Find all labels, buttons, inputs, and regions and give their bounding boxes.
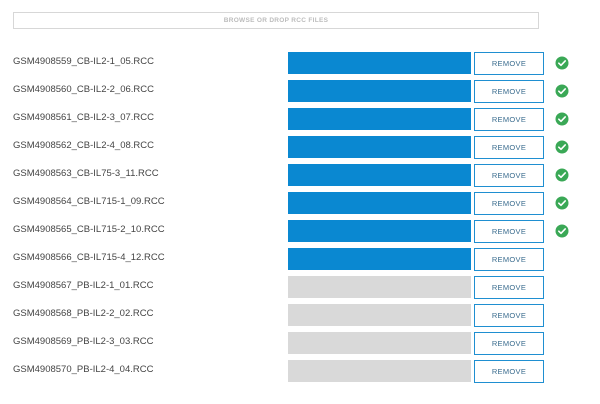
file-row: GSM4908568_PB-IL2-2_02.RCC REMOVE — [0, 301, 600, 329]
file-name: GSM4908565_CB-IL715-2_10.RCC — [13, 224, 165, 235]
upload-progress-bar — [288, 360, 471, 382]
file-name: GSM4908567_PB-IL2-1_01.RCC — [13, 280, 154, 291]
file-name: GSM4908561_CB-IL2-3_07.RCC — [13, 112, 154, 123]
upload-progress-bar — [288, 248, 471, 270]
upload-progress-fill — [288, 136, 471, 158]
file-row: GSM4908565_CB-IL715-2_10.RCC REMOVE — [0, 217, 600, 245]
upload-progress-bar — [288, 304, 471, 326]
file-row: GSM4908563_CB-IL75-3_11.RCC REMOVE — [0, 161, 600, 189]
file-row: GSM4908562_CB-IL2-4_08.RCC REMOVE — [0, 133, 600, 161]
file-name: GSM4908563_CB-IL75-3_11.RCC — [13, 168, 159, 179]
upload-progress-fill — [288, 108, 471, 130]
drop-zone-label: BROWSE OR DROP RCC FILES — [223, 17, 329, 24]
check-circle-icon — [555, 168, 569, 182]
remove-button[interactable]: REMOVE — [474, 136, 544, 159]
file-name: GSM4908560_CB-IL2-2_06.RCC — [13, 84, 154, 95]
check-circle-icon — [555, 112, 569, 126]
file-row: GSM4908559_CB-IL2-1_05.RCC REMOVE — [0, 49, 600, 77]
check-circle-icon — [555, 140, 569, 154]
upload-progress-fill — [288, 80, 471, 102]
file-row: GSM4908569_PB-IL2-3_03.RCC REMOVE — [0, 329, 600, 357]
upload-progress-fill — [288, 220, 471, 242]
remove-button[interactable]: REMOVE — [474, 164, 544, 187]
upload-progress-bar — [288, 108, 471, 130]
upload-progress-bar — [288, 136, 471, 158]
file-name: GSM4908566_CB-IL715-4_12.RCC — [13, 252, 165, 263]
check-circle-icon — [555, 224, 569, 238]
upload-progress-bar — [288, 164, 471, 186]
upload-progress-bar — [288, 332, 471, 354]
check-circle-icon — [555, 196, 569, 210]
file-name: GSM4908559_CB-IL2-1_05.RCC — [13, 56, 154, 67]
remove-button[interactable]: REMOVE — [474, 80, 544, 103]
file-row: GSM4908564_CB-IL715-1_09.RCC REMOVE — [0, 189, 600, 217]
file-name: GSM4908562_CB-IL2-4_08.RCC — [13, 140, 154, 151]
upload-progress-bar — [288, 220, 471, 242]
upload-progress-bar — [288, 192, 471, 214]
remove-button[interactable]: REMOVE — [474, 304, 544, 327]
remove-button[interactable]: REMOVE — [474, 108, 544, 131]
remove-button[interactable]: REMOVE — [474, 52, 544, 75]
check-circle-icon — [555, 84, 569, 98]
upload-progress-bar — [288, 80, 471, 102]
file-row: GSM4908566_CB-IL715-4_12.RCC REMOVE — [0, 245, 600, 273]
remove-button[interactable]: REMOVE — [474, 276, 544, 299]
file-row: GSM4908567_PB-IL2-1_01.RCC REMOVE — [0, 273, 600, 301]
remove-button[interactable]: REMOVE — [474, 192, 544, 215]
remove-button[interactable]: REMOVE — [474, 220, 544, 243]
file-drop-zone[interactable]: BROWSE OR DROP RCC FILES — [13, 12, 539, 29]
upload-progress-bar — [288, 276, 471, 298]
remove-button[interactable]: REMOVE — [474, 360, 544, 383]
file-name: GSM4908568_PB-IL2-2_02.RCC — [13, 308, 154, 319]
upload-progress-fill — [288, 164, 471, 186]
file-row: GSM4908570_PB-IL2-4_04.RCC REMOVE — [0, 357, 600, 385]
upload-progress-fill — [288, 192, 471, 214]
remove-button[interactable]: REMOVE — [474, 248, 544, 271]
check-circle-icon — [555, 56, 569, 70]
upload-progress-fill — [288, 248, 471, 270]
remove-button[interactable]: REMOVE — [474, 332, 544, 355]
file-name: GSM4908570_PB-IL2-4_04.RCC — [13, 364, 154, 375]
upload-progress-bar — [288, 52, 471, 74]
file-name: GSM4908564_CB-IL715-1_09.RCC — [13, 196, 165, 207]
file-row: GSM4908560_CB-IL2-2_06.RCC REMOVE — [0, 77, 600, 105]
file-list: GSM4908559_CB-IL2-1_05.RCC REMOVE GSM49085… — [0, 49, 600, 385]
file-name: GSM4908569_PB-IL2-3_03.RCC — [13, 336, 154, 347]
upload-progress-fill — [288, 52, 471, 74]
file-row: GSM4908561_CB-IL2-3_07.RCC REMOVE — [0, 105, 600, 133]
